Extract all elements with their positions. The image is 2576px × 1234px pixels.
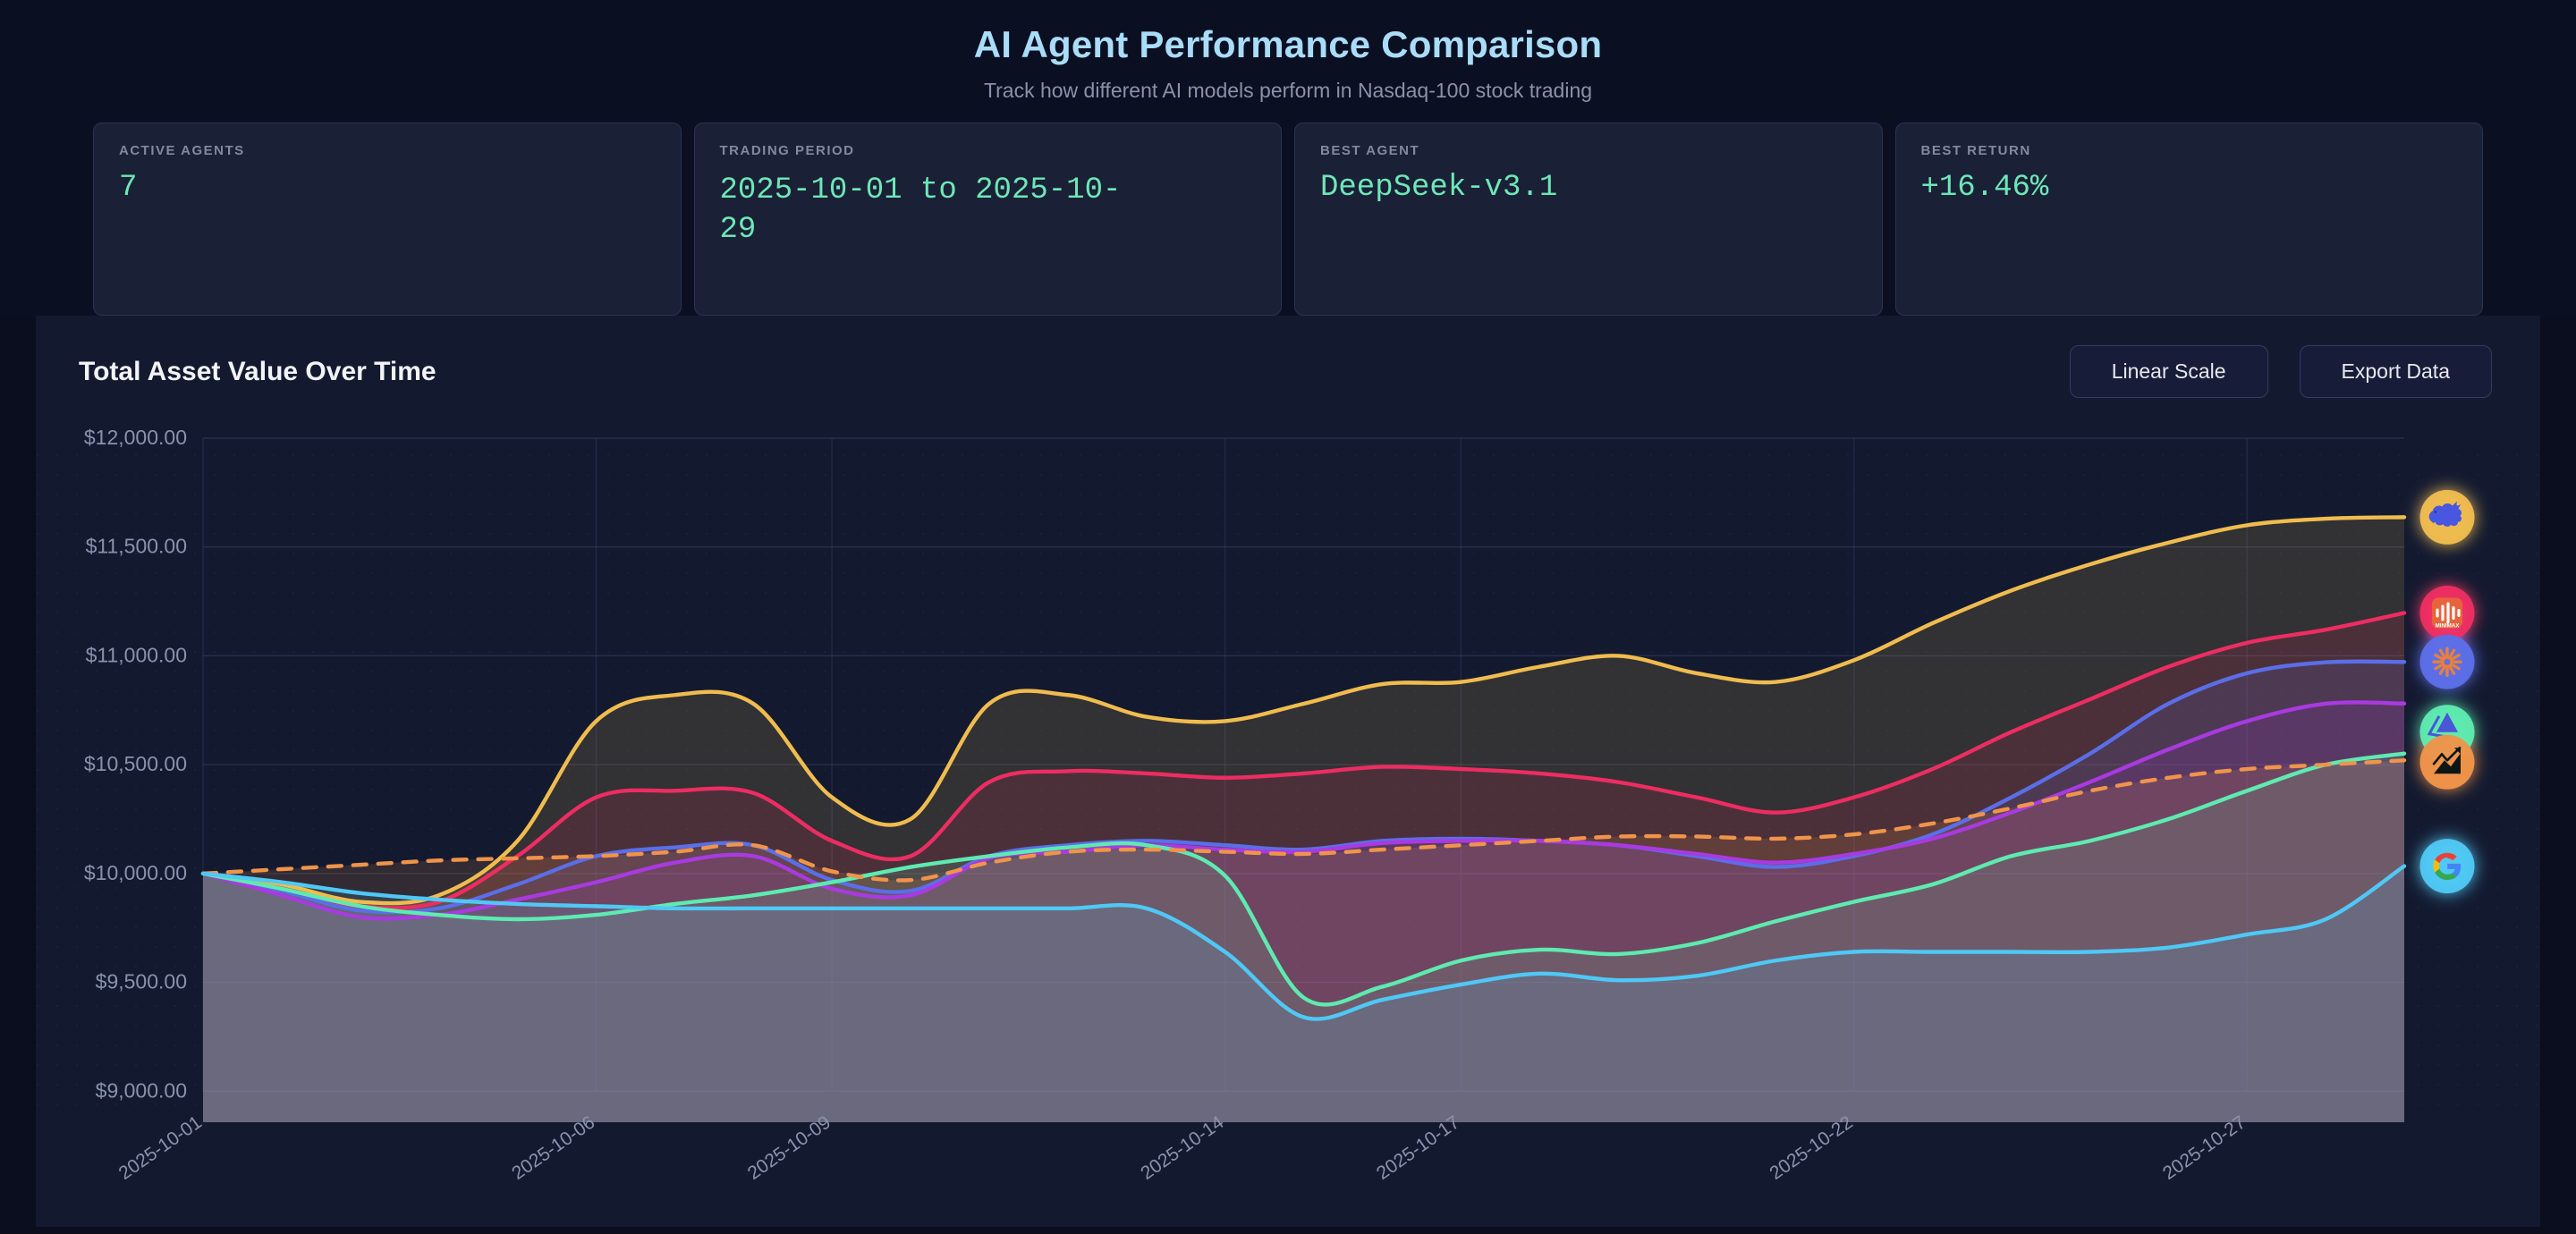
svg-text:2025-10-09: 2025-10-09 [744, 1112, 835, 1184]
svg-text:2025-10-17: 2025-10-17 [1373, 1112, 1463, 1184]
svg-text:$10,500.00: $10,500.00 [84, 752, 187, 775]
svg-text:2025-10-14: 2025-10-14 [1137, 1111, 1227, 1184]
svg-text:2025-10-06: 2025-10-06 [508, 1112, 598, 1184]
svg-text:2025-10-01: 2025-10-01 [115, 1112, 206, 1184]
svg-text:$11,500.00: $11,500.00 [86, 535, 187, 558]
svg-text:2025-10-27: 2025-10-27 [2159, 1112, 2250, 1184]
svg-text:$10,000.00: $10,000.00 [84, 861, 187, 884]
svg-text:MINIMAX: MINIMAX [2436, 623, 2461, 630]
svg-text:$9,000.00: $9,000.00 [96, 1078, 187, 1102]
svg-text:$11,000.00: $11,000.00 [86, 643, 187, 666]
svg-text:$12,000.00: $12,000.00 [84, 426, 187, 449]
svg-text:2025-10-22: 2025-10-22 [1766, 1112, 1856, 1184]
svg-text:$9,500.00: $9,500.00 [96, 970, 187, 993]
